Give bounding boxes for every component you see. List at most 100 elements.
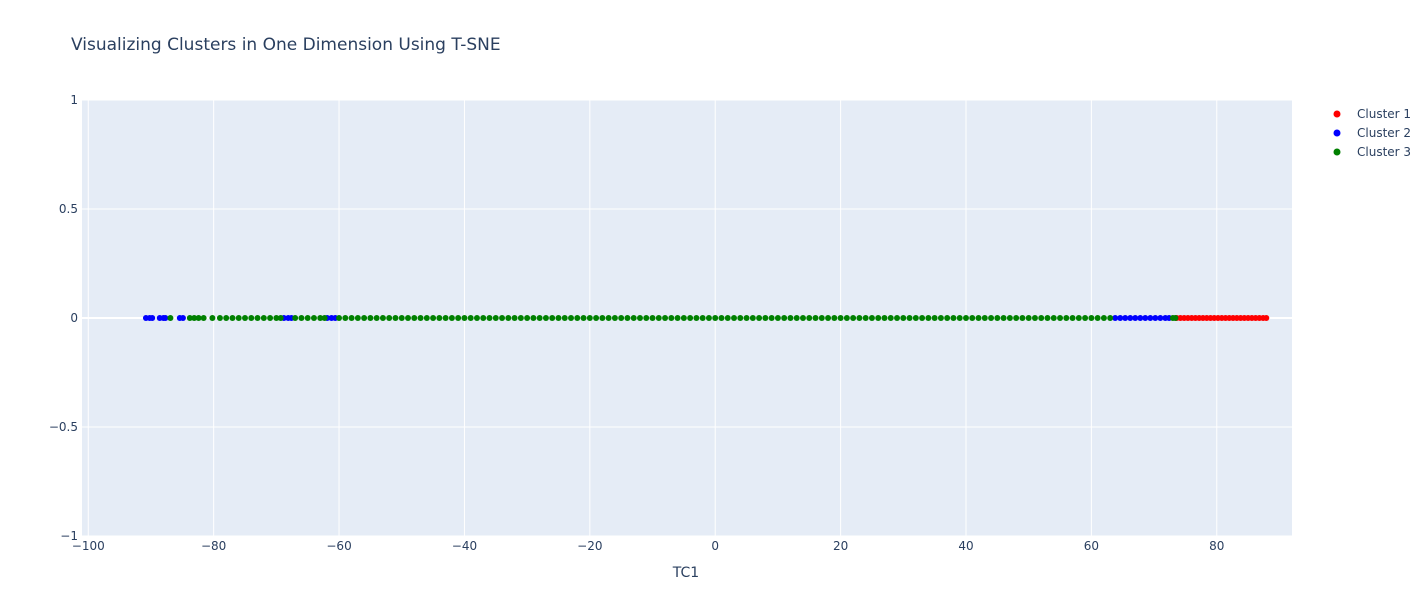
data-point [956, 315, 963, 321]
data-point [799, 315, 806, 321]
data-point [195, 315, 202, 321]
series-3 [167, 315, 1179, 321]
data-point [342, 315, 349, 321]
data-point [944, 315, 951, 321]
data-point [499, 315, 506, 321]
data-point [367, 315, 374, 321]
data-point [975, 315, 982, 321]
series-2 [142, 315, 1173, 321]
data-point [1147, 315, 1154, 321]
data-point [492, 315, 499, 321]
chart-title: Visualizing Clusters in One Dimension Us… [71, 35, 501, 55]
x-tick-label: −100 [72, 539, 105, 553]
data-point [599, 315, 606, 321]
y-tick-label: −0.5 [49, 420, 78, 434]
data-point [925, 315, 932, 321]
data-point [856, 315, 863, 321]
data-point [561, 315, 568, 321]
data-point [693, 315, 700, 321]
y-tick-label: −1 [60, 529, 78, 543]
data-point [812, 315, 819, 321]
data-point [277, 315, 284, 321]
data-point [1172, 315, 1179, 321]
data-point [223, 315, 230, 321]
data-point [411, 315, 418, 321]
legend-item[interactable]: Cluster 2 [1333, 126, 1412, 140]
data-point [749, 315, 756, 321]
data-point [593, 315, 600, 321]
data-point [1142, 315, 1149, 321]
data-point [398, 315, 405, 321]
legend-item[interactable]: Cluster 1 [1333, 107, 1412, 121]
data-point [887, 315, 894, 321]
data-point [298, 315, 305, 321]
data-point [386, 315, 393, 321]
data-point [900, 315, 907, 321]
data-point [1132, 315, 1139, 321]
x-tick-label: −60 [326, 539, 351, 553]
legend-item[interactable]: Cluster 3 [1333, 145, 1412, 159]
data-point [1044, 315, 1051, 321]
data-point [216, 315, 223, 321]
data-point [837, 315, 844, 321]
data-point [455, 315, 462, 321]
data-point [473, 315, 480, 321]
data-point [1075, 315, 1082, 321]
x-tick-label: 0 [711, 539, 719, 553]
data-point [242, 315, 249, 321]
data-point [1107, 315, 1114, 321]
data-point [379, 315, 386, 321]
data-point [768, 315, 775, 321]
data-point [167, 315, 174, 321]
data-point [737, 315, 744, 321]
data-point [536, 315, 543, 321]
data-point [442, 315, 449, 321]
data-point [423, 315, 430, 321]
data-point [248, 315, 255, 321]
data-point [430, 315, 437, 321]
data-point [162, 315, 169, 321]
data-point [229, 315, 236, 321]
data-point [555, 315, 562, 321]
data-point [731, 315, 738, 321]
data-point [843, 315, 850, 321]
data-point [774, 315, 781, 321]
data-point [618, 315, 625, 321]
series-1 [1173, 315, 1270, 321]
data-point [793, 315, 800, 321]
legend-marker [1333, 110, 1341, 118]
data-point [1019, 315, 1026, 321]
data-point [179, 315, 186, 321]
data-point [1100, 315, 1107, 321]
data-point [186, 315, 193, 321]
data-point [392, 315, 399, 321]
data-point [1094, 315, 1101, 321]
data-point [674, 315, 681, 321]
data-point [310, 315, 317, 321]
x-tick-label: 60 [1084, 539, 1099, 553]
data-point [919, 315, 926, 321]
data-point [762, 315, 769, 321]
legend-marker [1333, 148, 1341, 156]
data-point [1082, 315, 1089, 321]
data-point [260, 315, 267, 321]
data-point [680, 315, 687, 321]
data-point [630, 315, 637, 321]
data-point [988, 315, 995, 321]
data-point [530, 315, 537, 321]
legend[interactable]: Cluster 1 Cluster 2 Cluster 3 [1333, 107, 1412, 159]
data-point [1127, 315, 1134, 321]
data-point [542, 315, 549, 321]
data-point [818, 315, 825, 321]
data-point [1137, 315, 1144, 321]
data-point [586, 315, 593, 321]
data-point [1152, 315, 1159, 321]
data-point [267, 315, 274, 321]
y-tick-label: 0.5 [59, 202, 78, 216]
data-point [304, 315, 311, 321]
data-point [1157, 315, 1164, 321]
data-point [254, 315, 261, 321]
data-point [273, 315, 280, 321]
